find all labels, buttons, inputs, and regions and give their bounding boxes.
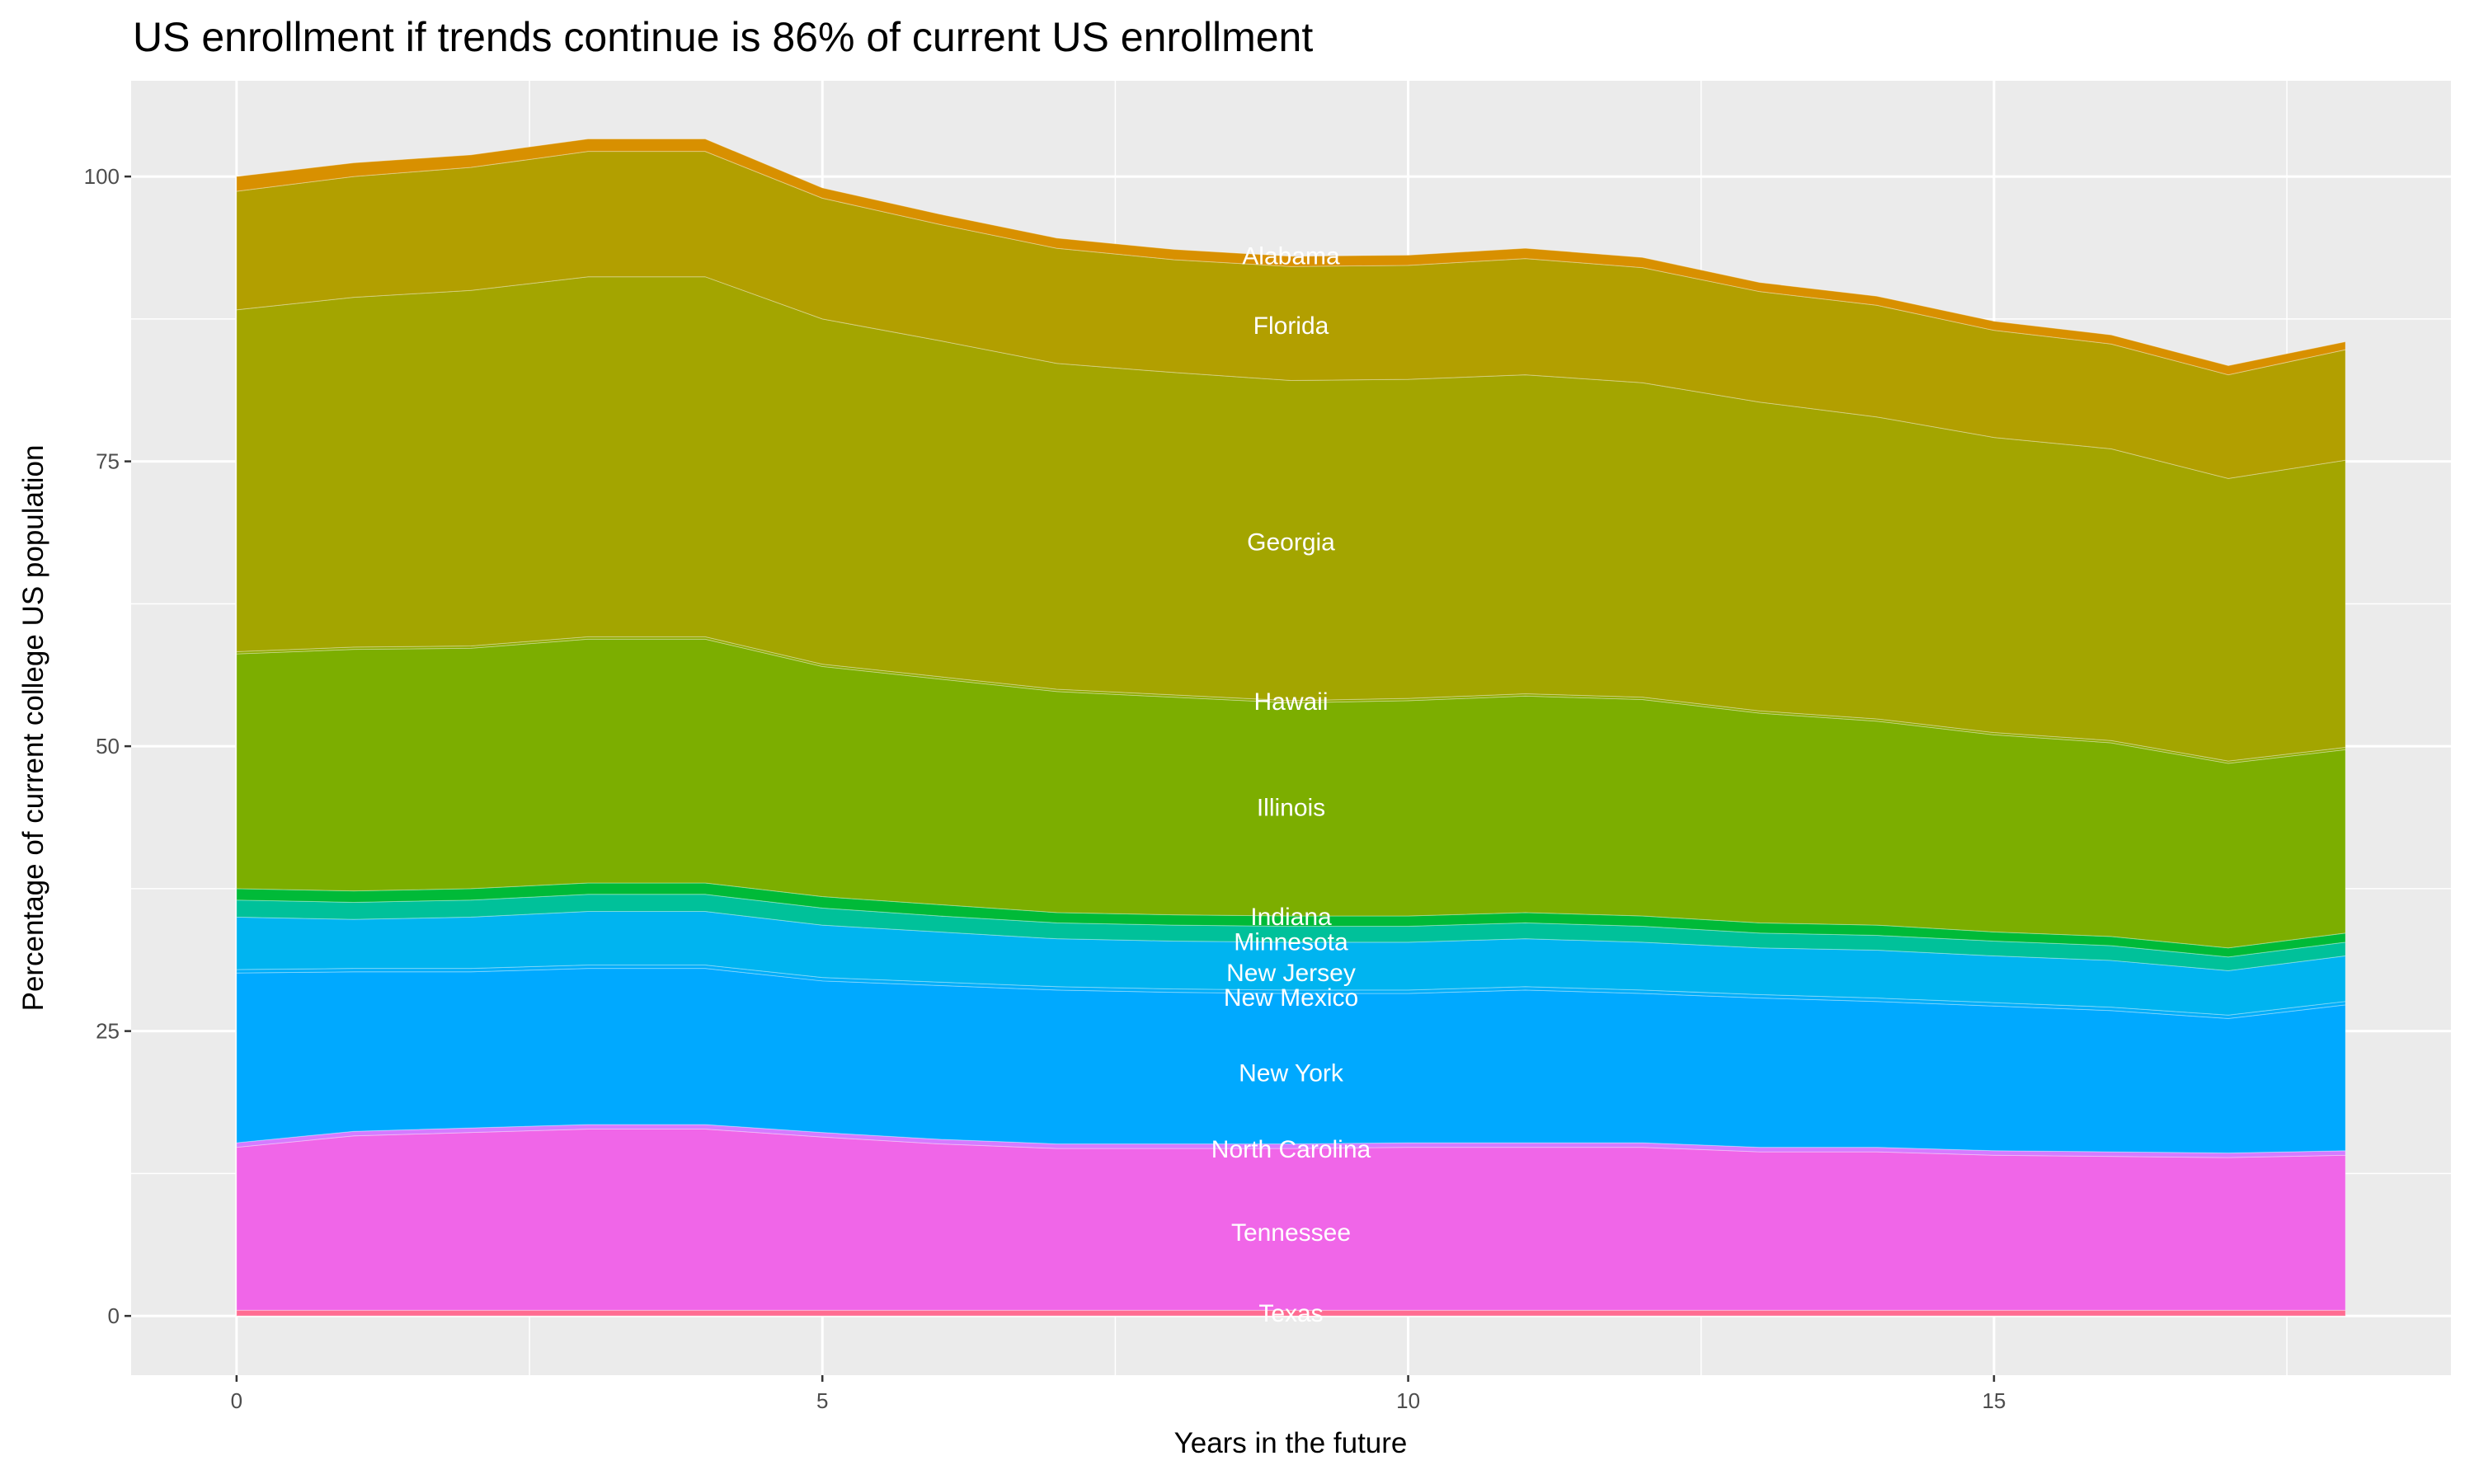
area-alabama [236, 138, 2346, 376]
y-tick-label: 0 [108, 1303, 120, 1328]
series-label: North Carolina [1211, 1136, 1371, 1163]
x-tick-label: 15 [1982, 1388, 2006, 1413]
y-tick-label: 50 [96, 734, 120, 758]
series-label: Tennessee [1231, 1219, 1351, 1247]
y-tick-label: 25 [96, 1019, 120, 1044]
area-north-carolina [236, 1124, 2346, 1158]
y-axis-title: Percentage of current college US populat… [17, 445, 49, 1012]
x-axis-title: Years in the future [1174, 1427, 1408, 1459]
axes: 0 5 10 15 0 25 50 75 100 [84, 164, 2006, 1413]
area-minnesota [236, 894, 2346, 971]
area-indiana [236, 882, 2346, 958]
series-label: New York [1239, 1059, 1344, 1087]
chart-title: US enrollment if trends continue is 86% … [133, 14, 1313, 60]
y-tick-label: 100 [84, 164, 120, 189]
series-label: Texas [1258, 1300, 1323, 1327]
x-tick-label: 0 [231, 1388, 242, 1413]
area-new-jersey [236, 911, 2346, 1016]
y-tick-label: 75 [96, 449, 120, 474]
x-tick-label: 5 [816, 1388, 828, 1413]
series-label: Alabama [1242, 242, 1340, 270]
series-label: Minnesota [1234, 928, 1348, 956]
area-tennessee [236, 1128, 2346, 1311]
series-label: New Mexico [1224, 984, 1358, 1012]
x-tick-label: 10 [1396, 1388, 1420, 1413]
area-new-mexico [236, 964, 2346, 1019]
series-label: Florida [1253, 312, 1329, 340]
series-label: New Jersey [1226, 960, 1356, 987]
series-label: Georgia [1247, 528, 1335, 556]
series-label: Illinois [1257, 794, 1325, 821]
series-label: Indiana [1250, 904, 1332, 931]
series-label: Hawaii [1253, 688, 1328, 716]
series-labels: Alabama Florida Georgia Hawaii Illinois India… [1211, 242, 1371, 1327]
area-layers [236, 138, 2346, 1317]
